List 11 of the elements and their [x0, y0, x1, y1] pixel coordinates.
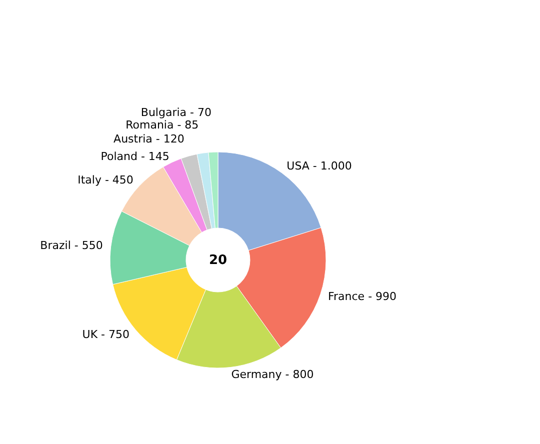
slice-label: USA - 1.000	[286, 160, 352, 172]
slice-label: Bulgaria - 70	[140, 106, 212, 120]
slice-label: Romania - 85	[126, 118, 199, 132]
slice-label: UK - 750	[82, 328, 130, 341]
text: 20	[208, 253, 228, 268]
slice-label: France - 990	[328, 290, 397, 303]
slice-label: Poland - 145	[100, 150, 170, 163]
slice-label: Brazil - 550	[40, 239, 103, 252]
slice-label: Germany - 800	[231, 368, 314, 382]
slice-label: Austria - 120	[114, 132, 184, 146]
slice-label: Italy - 450	[78, 174, 134, 187]
